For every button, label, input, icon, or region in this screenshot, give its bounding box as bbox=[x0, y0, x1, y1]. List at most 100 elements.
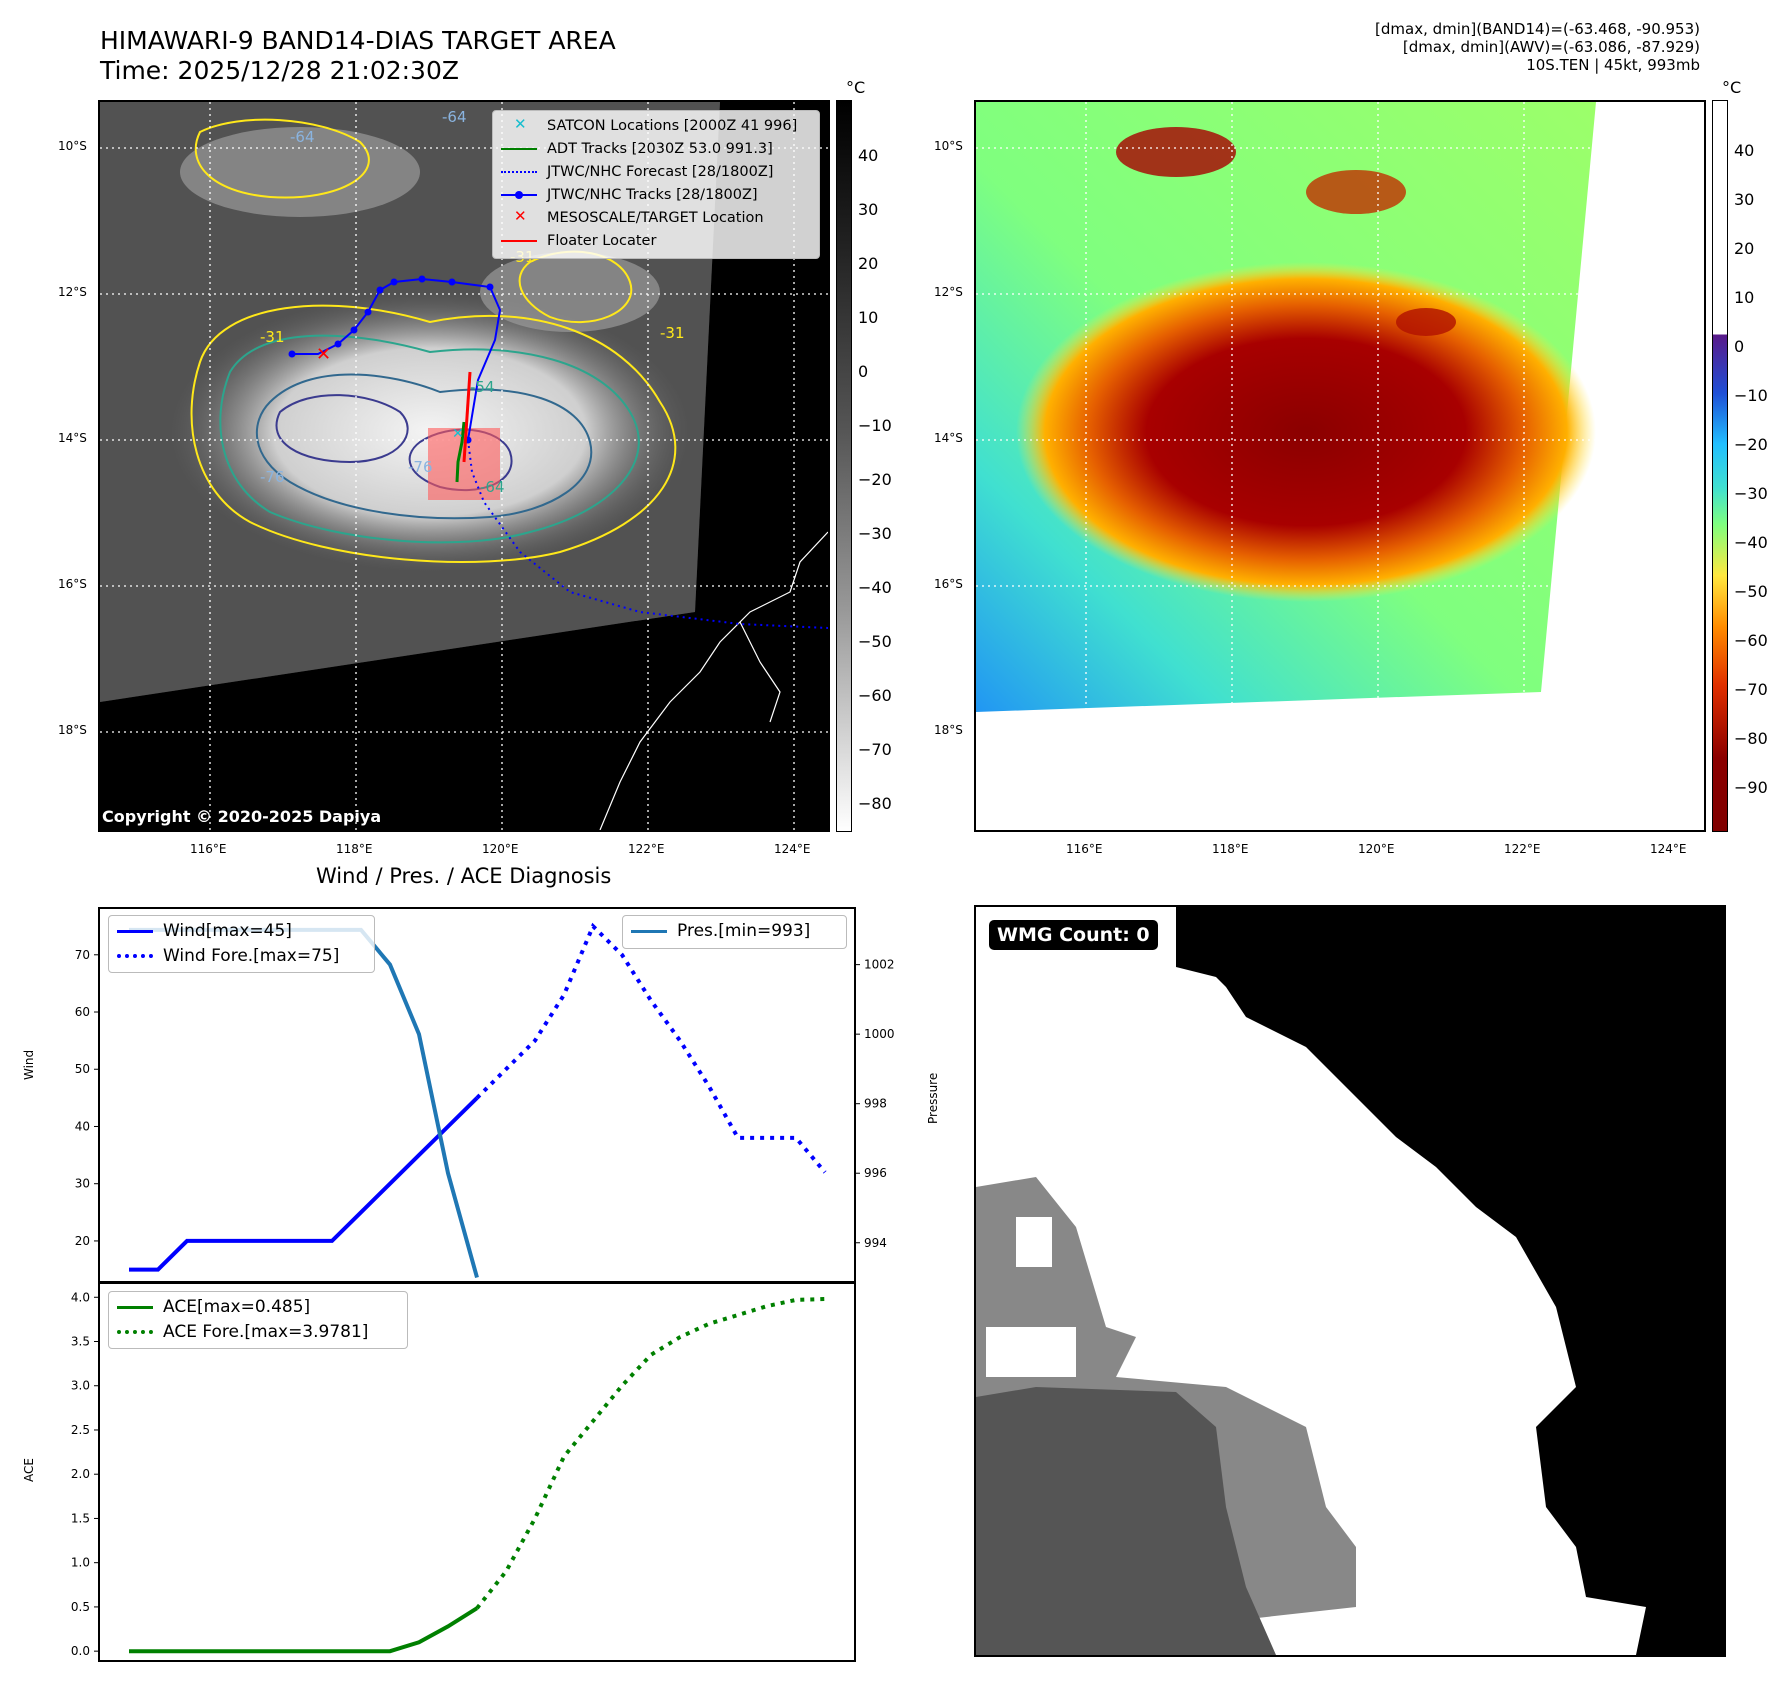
series-line-2-1 bbox=[475, 1297, 826, 1610]
lat-label: 12°S bbox=[58, 285, 87, 299]
colorbar-tick: −10 bbox=[858, 416, 892, 435]
axis-tick-label: 1.5 bbox=[71, 1511, 90, 1525]
x-marker-icon: ✕ bbox=[514, 206, 527, 225]
colorbar-tick: 30 bbox=[858, 200, 879, 219]
axis-tick-label: 996 bbox=[864, 1166, 887, 1180]
legend-item-adt: ADT Tracks [2030Z 53.0 991.3] bbox=[493, 137, 819, 160]
legend-item-ace-fore: ACE Fore.[max=3.9781] bbox=[109, 1319, 407, 1344]
colorbar-tick: −60 bbox=[1734, 631, 1768, 650]
mesoscale-marker: ✕ bbox=[316, 344, 331, 365]
lat-label: 14°S bbox=[58, 431, 87, 445]
line-icon bbox=[117, 924, 153, 938]
colorbar-tick: −20 bbox=[858, 470, 892, 489]
contour-label: -54 bbox=[470, 378, 495, 396]
lon-label: 116°E bbox=[1066, 842, 1103, 856]
lat-label: 10°S bbox=[58, 139, 87, 153]
axis-tick-label: 1.0 bbox=[71, 1556, 90, 1570]
lat-label: 10°S bbox=[934, 139, 963, 153]
wmg-svg bbox=[976, 907, 1724, 1655]
awv-storm-core bbox=[1016, 262, 1596, 602]
title-line2: Time: 2025/12/28 21:02:30Z bbox=[100, 56, 459, 85]
contour-label: -31 bbox=[260, 328, 285, 346]
colorbar-tick: −60 bbox=[858, 686, 892, 705]
pressure-axis: 1002 1000 998 996 994 bbox=[854, 958, 895, 1250]
info-line3: 10S.TEN | 45kt, 993mb bbox=[1526, 56, 1700, 74]
legend-item-jtwc-track: JTWC/NHC Tracks [28/1800Z] bbox=[493, 183, 819, 206]
axis-tick-label: 1002 bbox=[864, 958, 895, 972]
contour-label: -76 bbox=[260, 468, 285, 486]
series-line-0-0 bbox=[129, 1096, 479, 1272]
wind-ylabel: Wind bbox=[22, 1049, 36, 1080]
colorbar-tick: 0 bbox=[858, 362, 869, 381]
contour-31 bbox=[190, 304, 677, 563]
axis-tick-label: 998 bbox=[864, 1097, 887, 1111]
awv-map-svg bbox=[976, 102, 1704, 830]
coastline bbox=[599, 531, 828, 830]
wmg-count-badge: WMG Count: 0 bbox=[989, 920, 1158, 950]
lat-label: 16°S bbox=[934, 577, 963, 591]
line-icon bbox=[631, 924, 667, 938]
info-line2: [dmax, dmin](AWV)=(-63.086, -87.929) bbox=[1402, 38, 1700, 56]
colorbar-right-unit: °C bbox=[1722, 78, 1742, 97]
legend-item-wind: Wind[max=45] bbox=[109, 918, 374, 943]
lon-label: 124°E bbox=[774, 842, 811, 856]
lon-label: 122°E bbox=[1504, 842, 1541, 856]
axis-tick-label: 1000 bbox=[864, 1027, 895, 1041]
colorbar-tick: −30 bbox=[858, 524, 892, 543]
colorbar-tick: −70 bbox=[858, 740, 892, 759]
graticule-right bbox=[976, 102, 1704, 830]
lon-label: 124°E bbox=[1650, 842, 1687, 856]
line-icon bbox=[501, 142, 537, 156]
lat-label: 12°S bbox=[934, 285, 963, 299]
series-line-1-0 bbox=[129, 927, 479, 1279]
wmg-dark-region bbox=[976, 1387, 1276, 1655]
line-icon bbox=[501, 234, 537, 248]
lat-label: 16°S bbox=[58, 577, 87, 591]
colorbar-tick: 10 bbox=[858, 308, 879, 327]
lon-label: 118°E bbox=[336, 842, 373, 856]
title-line1: HIMAWARI-9 BAND14-DIAS TARGET AREA bbox=[100, 26, 616, 55]
dotted-line-icon bbox=[117, 1325, 153, 1339]
legend-item-pres: Pres.[min=993] bbox=[623, 918, 846, 944]
axis-tick-label: 0.5 bbox=[71, 1600, 90, 1614]
dotted-line-icon bbox=[117, 949, 153, 963]
ir-map-panel: ✕ ✕ -76 -76 -64 -64 -54 -64 -31 -31 -31 … bbox=[98, 100, 830, 832]
contour-label: -31 bbox=[660, 324, 685, 342]
colorbar-tick: −80 bbox=[1734, 729, 1768, 748]
info-block: [dmax, dmin](BAND14)=(-63.468, -90.953) … bbox=[1375, 20, 1700, 74]
contour-76-west bbox=[275, 394, 409, 464]
lat-label: 14°S bbox=[934, 431, 963, 445]
axis-tick-label: 20 bbox=[75, 1234, 90, 1248]
jtwc-forecast bbox=[467, 439, 828, 629]
axis-tick-label: 70 bbox=[75, 948, 90, 962]
legend-item-forecast: JTWC/NHC Forecast [28/1800Z] bbox=[493, 160, 819, 183]
floater-track bbox=[462, 371, 472, 463]
lon-label: 118°E bbox=[1212, 842, 1249, 856]
colorbar-tick: 20 bbox=[1734, 239, 1755, 258]
contour-54 bbox=[219, 334, 640, 544]
series-layer bbox=[129, 922, 827, 1654]
ace-axis: 4.0 3.5 3.0 2.5 2.0 1.5 1.0 0.5 0.0 bbox=[71, 1290, 100, 1658]
legend-item-mesoscale: ✕ MESOSCALE/TARGET Location bbox=[493, 206, 819, 229]
colorbar-right bbox=[1712, 100, 1728, 832]
ace-ylabel: ACE bbox=[22, 1458, 36, 1482]
contour-label: -64 bbox=[442, 108, 467, 126]
colorbar-tick: −40 bbox=[1734, 533, 1768, 552]
diag-panel: 70 60 50 40 30 20 1002 1000 998 996 994 4.0 3.5 3.0… bbox=[71, 907, 895, 1663]
series-line-0-1 bbox=[475, 922, 827, 1174]
axis-tick-label: 994 bbox=[864, 1236, 887, 1250]
series-line-2-0 bbox=[129, 1606, 479, 1654]
pres-legend: Pres.[min=993] bbox=[622, 915, 847, 949]
axis-tick-label: 60 bbox=[75, 1005, 90, 1019]
axis-tick-label: 3.0 bbox=[71, 1379, 90, 1393]
lon-label: 120°E bbox=[482, 842, 519, 856]
axis-tick-label: 50 bbox=[75, 1062, 90, 1076]
legend-item-satcon: ✕ SATCON Locations [2000Z 41 996] bbox=[493, 114, 819, 137]
wmg-black-region bbox=[1176, 907, 1724, 1655]
colorbar-tick: −10 bbox=[1734, 386, 1768, 405]
colorbar-tick: 10 bbox=[1734, 288, 1755, 307]
colorbar-tick: 40 bbox=[1734, 141, 1755, 160]
jtwc-track bbox=[292, 277, 502, 441]
colorbar-tick: −80 bbox=[858, 794, 892, 813]
colorbar-tick: −40 bbox=[858, 578, 892, 597]
